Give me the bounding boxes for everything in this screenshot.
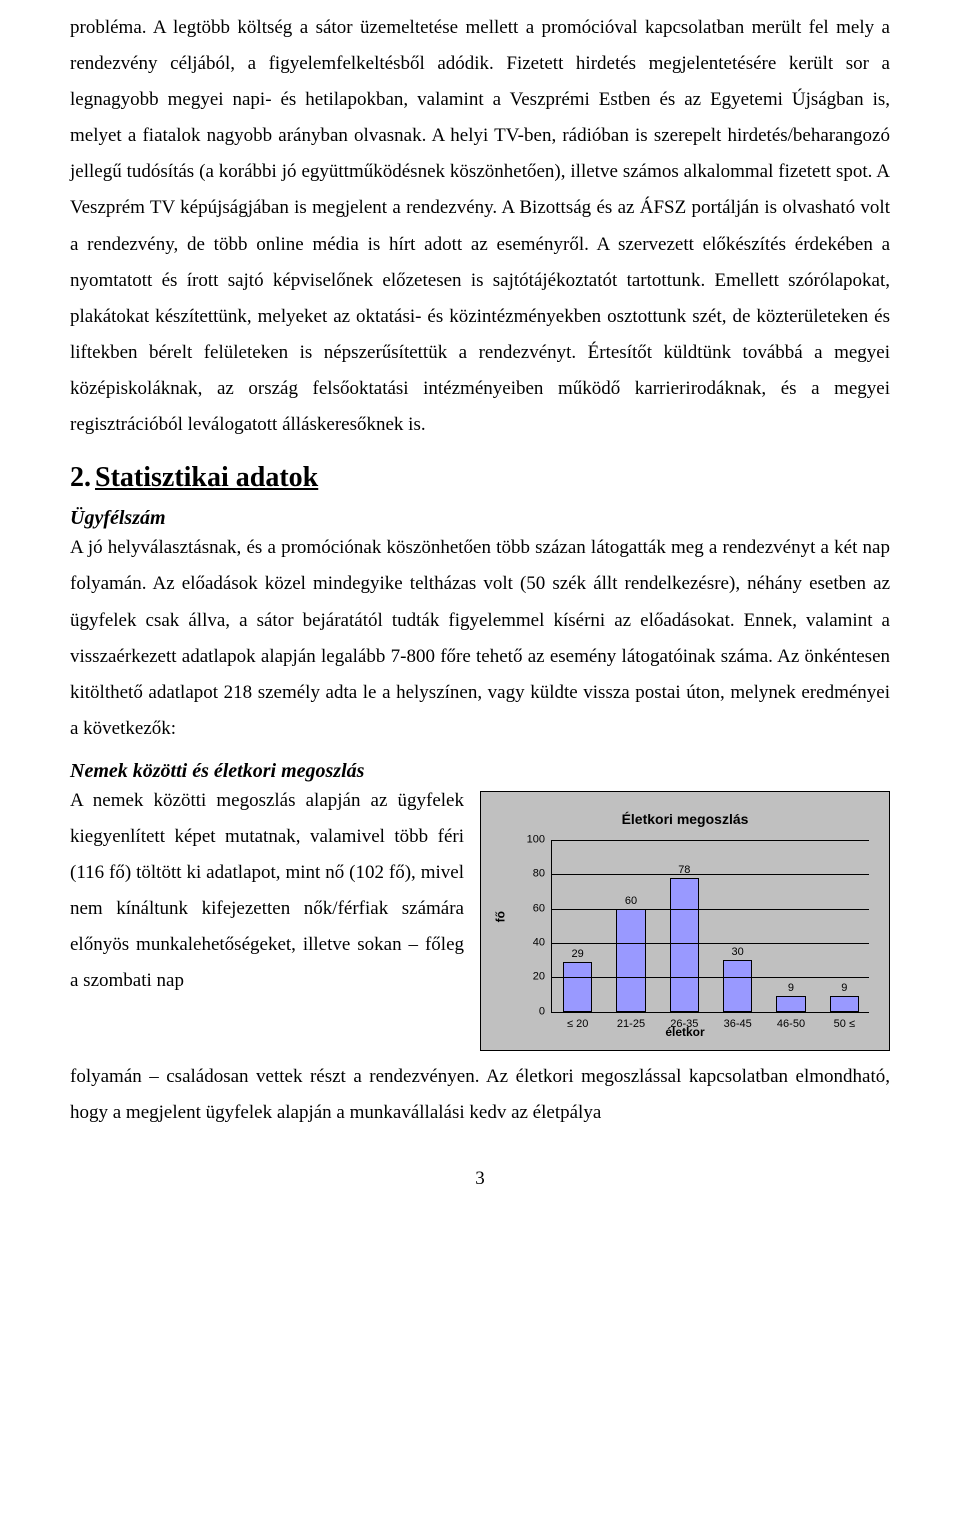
- age-chart: Életkori megoszlás fő 020406080100 29607…: [480, 791, 890, 1051]
- chart-y-tick: 40: [521, 933, 545, 954]
- chart-y-tick: 0: [521, 1001, 545, 1022]
- two-column-region: Életkori megoszlás fő 020406080100 29607…: [70, 783, 890, 1059]
- chart-gridline: [551, 1012, 869, 1013]
- chart-bar: 29: [563, 949, 592, 1012]
- section-number: 2.: [70, 462, 91, 493]
- chart-bar: 9: [830, 983, 859, 1011]
- chart-bar-value: 60: [625, 896, 637, 907]
- paragraph-2: A jó helyválasztásnak, és a promóciónak …: [70, 530, 890, 747]
- chart-y-tick: 60: [521, 898, 545, 919]
- subheading-2: Nemek közötti és életkori megoszlás: [70, 759, 890, 783]
- page-number: 3: [70, 1161, 890, 1197]
- chart-bar-rect: [616, 909, 645, 1012]
- chart-bar: 60: [616, 896, 645, 1012]
- chart-y-tick: 20: [521, 967, 545, 988]
- subheading-1: Ügyfélszám: [70, 506, 890, 530]
- section-heading: 2.Statisztikai adatok: [70, 451, 890, 504]
- chart-gridline: [551, 874, 869, 875]
- chart-bar: 9: [776, 983, 805, 1011]
- chart-bar-rect: [563, 962, 592, 1012]
- chart-y-tick: 80: [521, 864, 545, 885]
- chart-bar: 78: [670, 865, 699, 1012]
- chart-y-tick: 100: [521, 829, 545, 850]
- section-title: Statisztikai adatok: [95, 462, 318, 493]
- chart-bar-rect: [723, 960, 752, 1012]
- chart-bar: 30: [723, 947, 752, 1012]
- chart-bar-value: 9: [841, 983, 847, 994]
- paragraph-3b: folyamán – családosan vettek részt a ren…: [70, 1059, 890, 1131]
- chart-gridline: [551, 943, 869, 944]
- page-container: probléma. A legtöbb költség a sátor üzem…: [0, 0, 960, 1237]
- chart-gridline: [551, 909, 869, 910]
- chart-x-axis-title: életkor: [481, 1021, 889, 1044]
- chart-bar-value: 9: [788, 983, 794, 994]
- chart-bar-value: 29: [572, 949, 584, 960]
- chart-bar-rect: [776, 996, 805, 1011]
- chart-bar-rect: [670, 878, 699, 1012]
- chart-gridline: [551, 840, 869, 841]
- chart-bars: 29 60 78 30 9 9: [551, 840, 869, 1012]
- chart-gridline: [551, 977, 869, 978]
- chart-bar-rect: [830, 996, 859, 1011]
- chart-y-axis: 020406080100: [521, 840, 549, 1010]
- chart-plot-area: 29 60 78 30 9 9: [551, 840, 869, 1012]
- chart-y-axis-title: fő: [490, 911, 513, 922]
- chart-bar-value: 30: [732, 947, 744, 958]
- paragraph-1: probléma. A legtöbb költség a sátor üzem…: [70, 10, 890, 443]
